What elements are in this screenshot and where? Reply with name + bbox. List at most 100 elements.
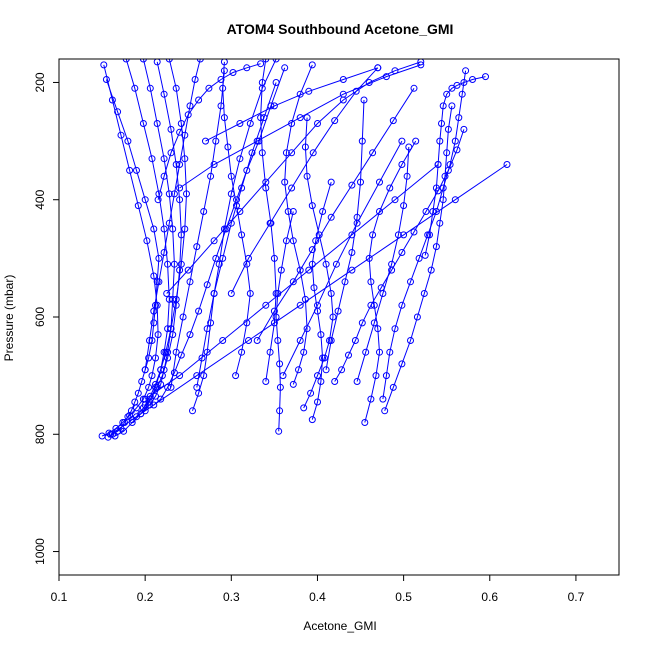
data-point	[270, 254, 278, 262]
data-point	[150, 307, 158, 315]
series-5	[133, 59, 185, 421]
data-point	[436, 137, 444, 145]
data-point	[131, 84, 139, 92]
data-point	[301, 143, 309, 151]
data-point	[236, 120, 244, 127]
data-point	[152, 380, 159, 388]
data-point	[176, 161, 184, 168]
data-point	[138, 378, 146, 385]
data-point	[150, 225, 158, 233]
x-tick-label: 0.4	[309, 590, 326, 604]
data-point	[196, 59, 204, 63]
data-point	[203, 325, 211, 333]
data-point	[245, 254, 252, 262]
data-point	[150, 401, 158, 409]
data-point	[410, 228, 418, 236]
data-point	[353, 219, 361, 227]
data-point	[391, 325, 399, 333]
data-point	[236, 208, 244, 215]
data-point	[451, 196, 459, 204]
series-17	[379, 67, 470, 403]
data-point	[303, 114, 311, 122]
data-point	[376, 208, 383, 215]
data-point	[417, 61, 425, 69]
data-point	[319, 208, 327, 215]
data-point	[165, 190, 173, 198]
data-point	[133, 166, 140, 174]
data-point	[257, 60, 265, 68]
data-point	[198, 354, 206, 362]
plot-frame	[58, 58, 620, 576]
data-point	[243, 64, 251, 72]
data-point	[262, 184, 270, 192]
data-point	[276, 407, 284, 415]
data-point	[229, 69, 237, 76]
data-point	[327, 178, 335, 186]
series-line	[356, 146, 410, 382]
data-point	[212, 137, 220, 145]
data-point	[319, 354, 327, 362]
data-point	[200, 208, 208, 215]
data-point	[453, 146, 461, 154]
series-line	[144, 164, 439, 400]
data-point	[160, 90, 168, 98]
data-point	[181, 131, 189, 139]
y-tick-label: 400	[33, 189, 47, 209]
series-line	[110, 164, 508, 435]
data-point	[160, 249, 168, 256]
data-point	[195, 307, 203, 315]
data-point	[195, 96, 203, 104]
data-point	[272, 313, 280, 321]
data-point	[282, 237, 290, 245]
series-22	[163, 59, 425, 297]
data-point	[382, 372, 390, 380]
data-point	[143, 237, 151, 245]
data-point	[432, 243, 440, 251]
series-line	[157, 63, 261, 200]
data-point	[170, 369, 178, 377]
data-point	[245, 337, 252, 344]
data-point	[238, 231, 246, 239]
data-point	[186, 331, 194, 339]
y-tick-label: 1000	[33, 538, 47, 565]
data-point	[176, 184, 184, 192]
series-9	[219, 59, 254, 380]
data-point	[146, 392, 154, 400]
data-point	[145, 383, 153, 391]
data-point	[246, 120, 254, 127]
series-line	[105, 79, 160, 438]
data-point	[305, 266, 313, 274]
data-point	[288, 149, 296, 157]
data-point	[232, 372, 240, 380]
data-point	[172, 348, 180, 356]
data-point	[253, 337, 261, 344]
y-tick-label: 800	[33, 424, 47, 444]
x-axis-label: Acetone_GMI	[303, 619, 376, 633]
data-point	[332, 260, 340, 268]
series-line	[192, 59, 277, 411]
y-axis-label: Pressure (mbar)	[2, 275, 16, 362]
data-point	[176, 266, 184, 274]
data-point	[262, 301, 270, 309]
data-point	[288, 184, 296, 192]
data-point	[370, 301, 378, 309]
data-point	[186, 102, 194, 110]
series-line	[275, 211, 294, 432]
data-point	[217, 102, 225, 110]
series-line	[205, 67, 378, 142]
data-point	[141, 366, 149, 374]
data-point	[236, 155, 244, 163]
data-point	[339, 76, 347, 83]
data-point	[163, 290, 171, 297]
data-point	[107, 430, 115, 438]
data-point	[317, 378, 325, 385]
series-23	[176, 61, 425, 192]
data-point	[469, 76, 476, 83]
data-point	[388, 260, 396, 268]
data-point	[276, 360, 284, 368]
data-point	[482, 73, 489, 81]
data-point	[275, 427, 283, 435]
data-point	[322, 366, 330, 374]
data-point	[248, 149, 256, 157]
